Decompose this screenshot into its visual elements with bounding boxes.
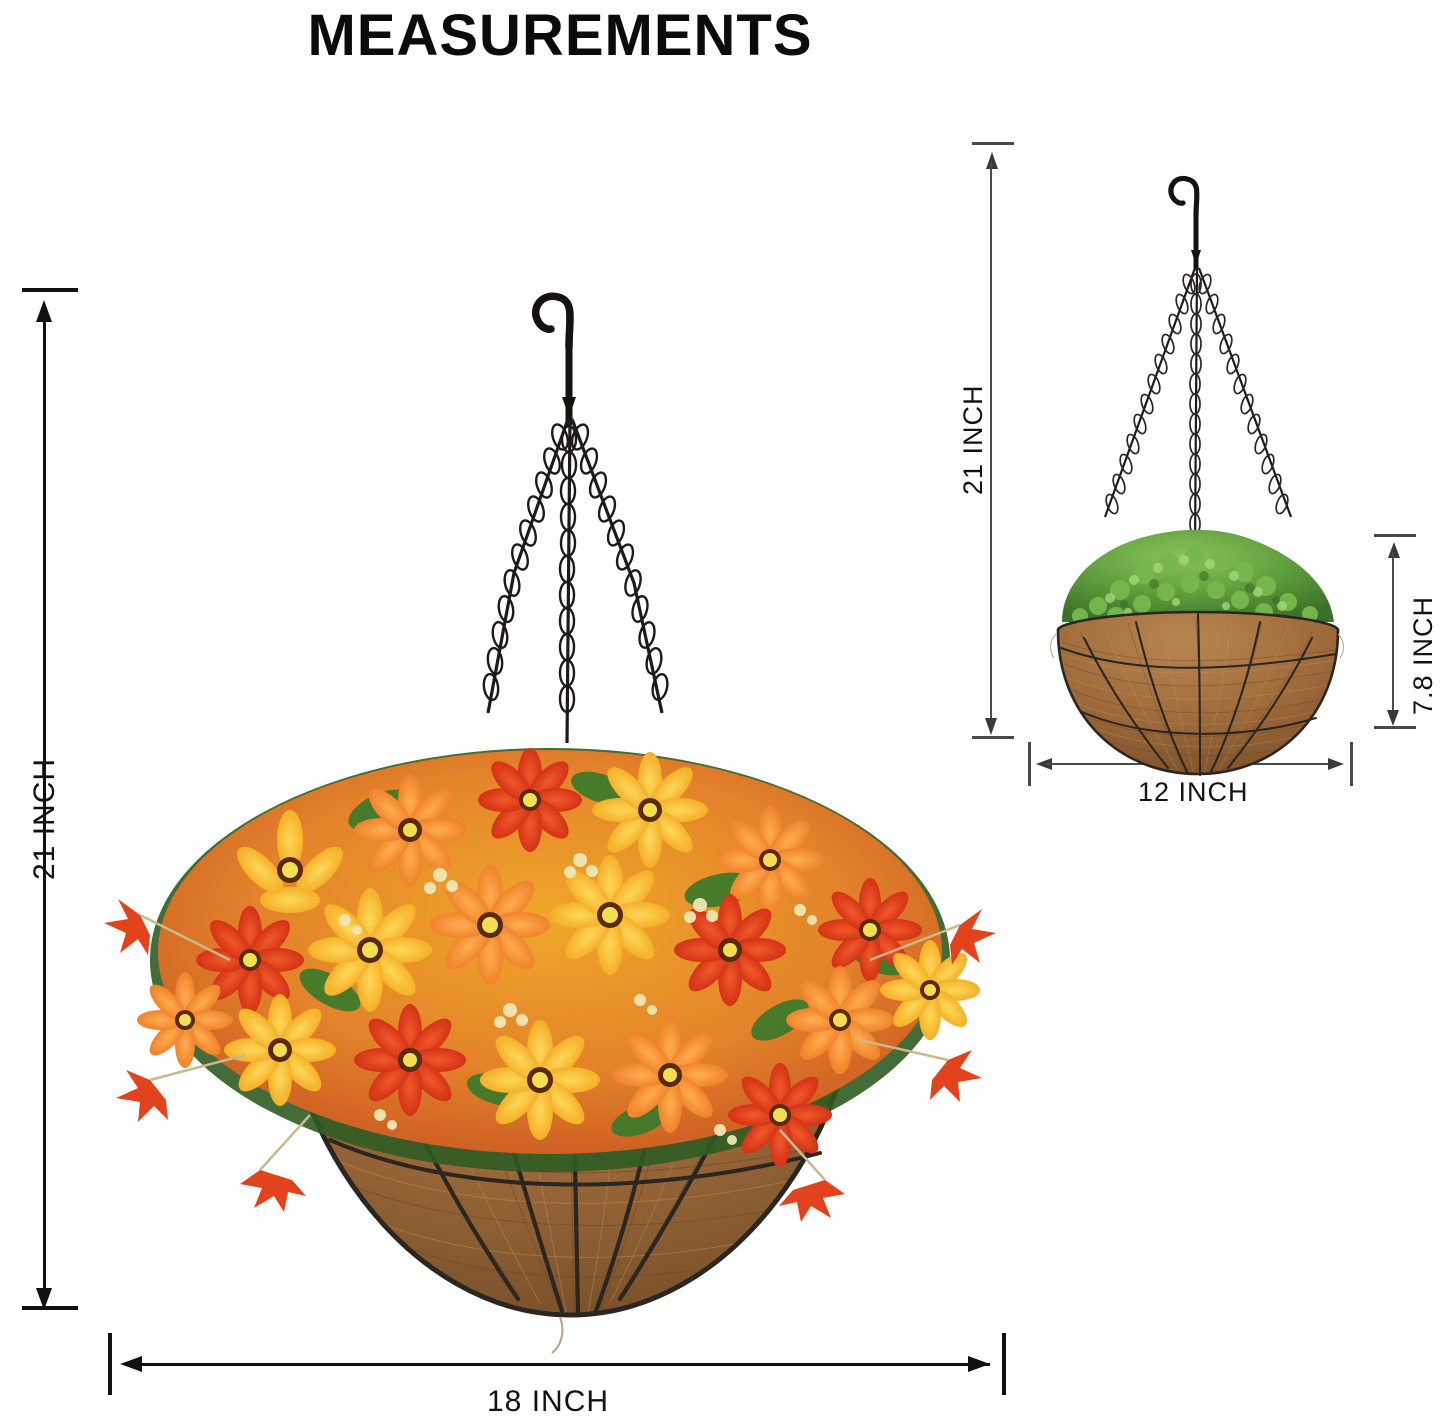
hanging-chains: [482, 418, 669, 743]
dimension-tick-right: [1002, 1333, 1006, 1395]
dimension-tick-left: [108, 1333, 112, 1395]
arrowhead-right: [968, 1356, 990, 1372]
outlying-flower-sprigs: [104, 899, 996, 1222]
hanging-chains: [1103, 267, 1293, 549]
dimension-line: [990, 162, 992, 728]
dimension-line: [1392, 552, 1394, 718]
arrowhead-up: [36, 300, 52, 322]
arrowhead-left: [120, 1356, 142, 1372]
dimension-tick-top: [22, 288, 78, 292]
large-height-label: 21 INCH: [28, 757, 61, 880]
dimension-line: [43, 312, 46, 1300]
small-width-label: 12 INCH: [1138, 777, 1249, 807]
small-depth-label: 7.8 INCH: [1408, 595, 1438, 715]
arrowhead-down: [985, 718, 997, 735]
page-title: MEASUREMENTS: [307, 3, 813, 68]
s-hook-icon: [1168, 175, 1201, 270]
dimension-tick-bottom: [972, 736, 1014, 739]
coco-fiber-basket-bowl: [1050, 610, 1345, 777]
dimension-tick-bottom: [22, 1306, 78, 1310]
large-hanging-basket: [80, 285, 1020, 1355]
boxwood-foliage: [1062, 529, 1334, 625]
dimension-tick-right: [1350, 742, 1353, 786]
dimension-line: [132, 1363, 990, 1366]
s-hook-icon: [532, 292, 576, 425]
small-hanging-basket: [1020, 170, 1370, 777]
dimension-tick-left: [1028, 742, 1031, 786]
small-height-label: 21 INCH: [958, 384, 988, 495]
arrowhead-up: [986, 152, 998, 169]
large-width-label: 18 INCH: [487, 1385, 610, 1418]
artificial-flower-arrangement: [104, 748, 996, 1222]
arrowhead-right: [1328, 758, 1344, 770]
arrowhead-up: [1388, 542, 1400, 558]
arrowhead-down: [36, 1288, 52, 1310]
dimension-tick-top: [1374, 534, 1416, 537]
arrowhead-down: [1387, 710, 1399, 726]
dimension-tick-top: [972, 142, 1014, 145]
arrowhead-left: [1036, 758, 1052, 770]
dimension-tick-bottom: [1374, 726, 1416, 729]
